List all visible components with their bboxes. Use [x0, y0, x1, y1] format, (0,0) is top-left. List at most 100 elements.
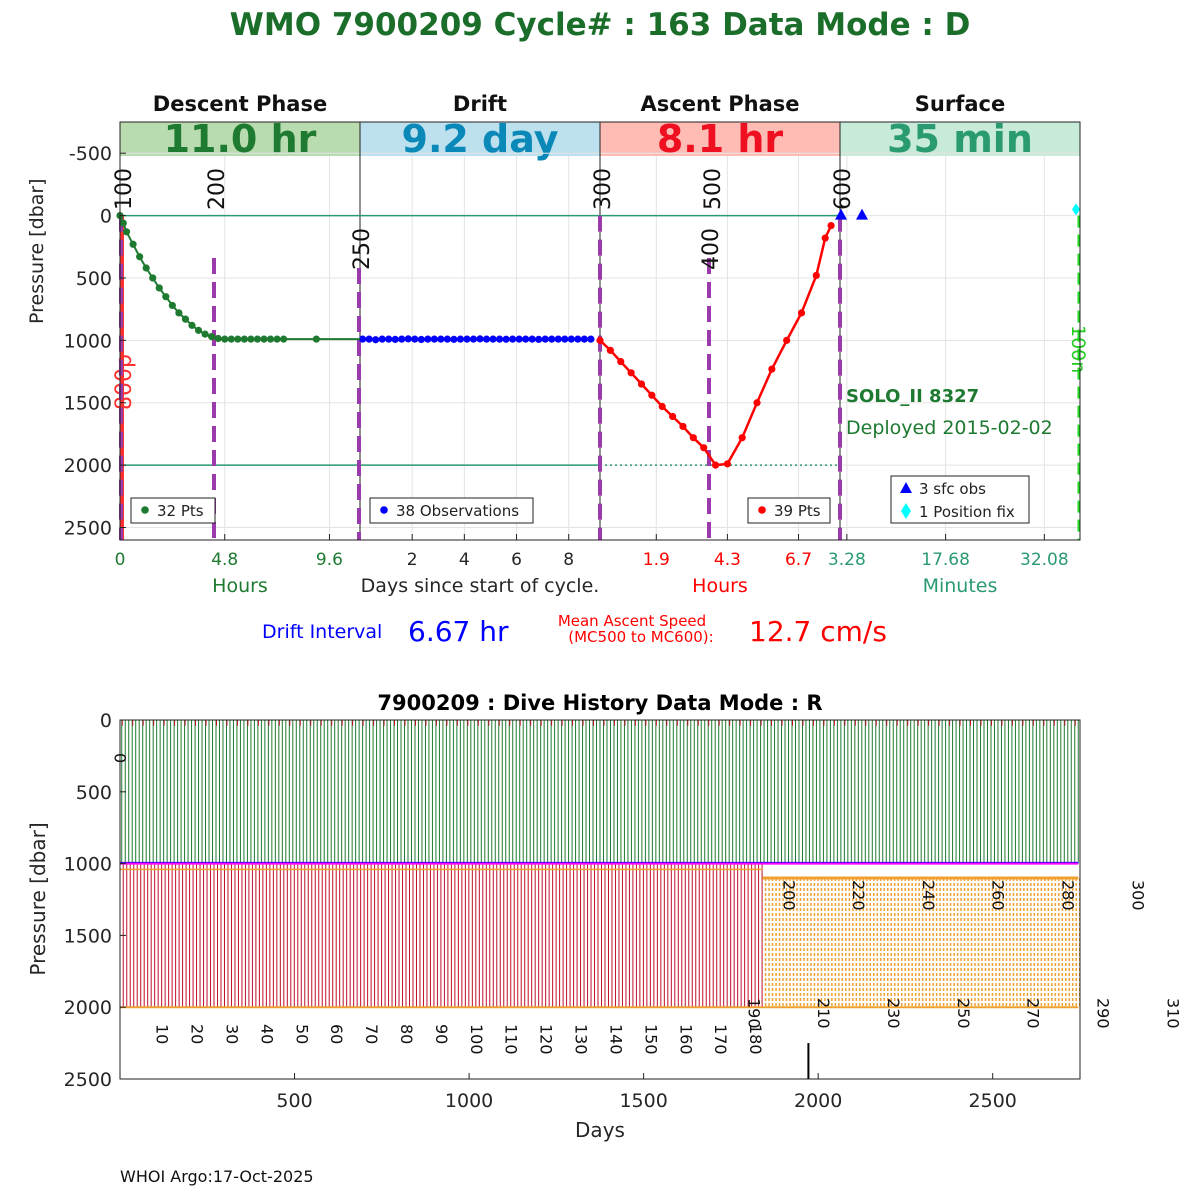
drift-point — [450, 335, 458, 343]
cycle-label: 180 — [746, 1024, 765, 1055]
drift-point — [463, 335, 471, 343]
drift-point — [548, 335, 556, 343]
descent-point — [119, 219, 127, 227]
drift-legend: 38 Observations — [369, 497, 534, 524]
cycle-label: 100 — [467, 1024, 486, 1055]
cycle-number-labels: 010 20 30 40 50 60 70 80 90 100 110 120 130 140 150 160… — [111, 753, 1183, 1055]
phase-markers: 800p 100 200 250 300 400 500 600 100n — [112, 168, 1089, 540]
ascent-point — [812, 271, 820, 280]
drift-point — [535, 335, 543, 343]
descent-point — [149, 274, 157, 282]
ascent-point — [723, 460, 732, 468]
cycle-label: 70 — [362, 1024, 381, 1044]
drift-legend-text: 38 Observations — [396, 502, 519, 520]
descent-point — [247, 335, 255, 343]
xlabel-days: Days since start of cycle. — [361, 575, 600, 597]
descent-point — [208, 333, 216, 341]
cycle-label: 60 — [327, 1024, 346, 1044]
phase-name-1: Drift — [453, 92, 507, 116]
top-xtick-label: 8 — [563, 550, 574, 570]
drift-point — [495, 335, 504, 343]
drift-point — [398, 335, 406, 343]
phase-name-3: Surface — [915, 92, 1005, 116]
cycle-series — [116, 203, 1080, 469]
ascent-point — [753, 399, 761, 407]
cycle-label: 140 — [606, 1024, 625, 1055]
descent-point — [175, 309, 183, 317]
top-ytick-label: 2000 — [64, 455, 112, 477]
float-name: SOLO_II 8327 — [846, 386, 979, 407]
descent-point — [234, 335, 242, 343]
top-xtick-label: 17.68 — [921, 550, 970, 570]
descent-point — [260, 335, 268, 343]
phase-band-3 — [840, 122, 1080, 156]
drift-point — [541, 335, 549, 343]
descent-point — [155, 284, 163, 292]
ascent-point — [658, 402, 666, 411]
ascent-legend: 39 Pts — [747, 497, 831, 524]
mc-label-100: 100 — [112, 168, 137, 210]
surface-legend-fix-text: 1 Position fix — [919, 503, 1015, 521]
drift-point — [411, 335, 419, 343]
position-fix-marker — [1072, 203, 1080, 216]
bottom-ytick-label: 2500 — [64, 1069, 112, 1091]
drift-point — [430, 335, 438, 343]
ascent-speed-label-2: (MC500 to MC600): — [568, 628, 713, 646]
phase-band-1 — [360, 122, 600, 156]
drift-point — [476, 335, 484, 343]
position-fix-legend-marker — [901, 503, 911, 519]
surface-observation-1 — [856, 208, 868, 220]
ascent-point — [606, 346, 614, 354]
phase-band-2 — [600, 122, 840, 156]
dive-history-plot: 7900209 : Dive History Data Mode : R 0 10… — [26, 691, 1182, 1142]
descent-point — [168, 301, 176, 310]
label-800p: 800p — [112, 354, 137, 410]
cycle-label: 110 — [502, 1024, 521, 1055]
descent-point — [240, 335, 248, 343]
descent-point — [201, 330, 209, 338]
descent-point — [266, 335, 275, 343]
surface-legend-obs-text: 3 sfc obs — [919, 480, 986, 498]
ascent-speed-label-1: Mean Ascent Speed — [558, 612, 706, 630]
mc-label-600: 600 — [831, 168, 856, 210]
top-ytick-label: 2500 — [64, 518, 112, 540]
descent-point — [221, 335, 229, 343]
top-axes-frame — [119, 121, 1081, 541]
drift-point — [554, 335, 562, 343]
cycle-label: 20 — [188, 1024, 207, 1044]
top-xtick-label: 4.8 — [211, 550, 238, 570]
bottom-xtick-label: 2000 — [794, 1090, 842, 1112]
ascent-point — [679, 422, 687, 431]
cycle-label: 250 — [954, 998, 973, 1029]
top-xtick-label: 4 — [459, 550, 470, 570]
drift-point — [378, 335, 386, 343]
top-xtick-label: 1.9 — [643, 550, 670, 570]
top-ytick-label: 500 — [76, 268, 112, 290]
cycle-label: 10 — [153, 1024, 172, 1044]
bottom-xtick-label: 1000 — [445, 1090, 493, 1112]
cycle-label: 50 — [292, 1024, 311, 1044]
cycle-label: 80 — [397, 1024, 416, 1044]
cycle-label: 280 — [1059, 880, 1078, 911]
figure-title: WMO 7900209 Cycle# : 163 Data Mode : D — [230, 7, 971, 43]
phase-duration-2: 8.1 hr — [657, 117, 784, 161]
drift-point — [372, 336, 380, 344]
cycle-label: 260 — [989, 880, 1008, 911]
drift-point — [502, 335, 510, 343]
ascent-point — [783, 336, 791, 344]
top-ytick-label: 0 — [100, 206, 112, 228]
cycle-label: 290 — [1093, 998, 1112, 1029]
cycle-label: 240 — [919, 880, 938, 911]
drift-interval-label: Drift Interval — [262, 621, 382, 643]
top-xtick-label: 3.28 — [828, 550, 866, 570]
ascent-point — [738, 434, 746, 442]
top-xtick-label: 6.7 — [785, 550, 812, 570]
drift-point — [404, 335, 412, 343]
drift-point — [482, 335, 491, 343]
descent-point — [194, 326, 203, 334]
top-ylabel: Pressure [dbar] — [26, 178, 48, 324]
